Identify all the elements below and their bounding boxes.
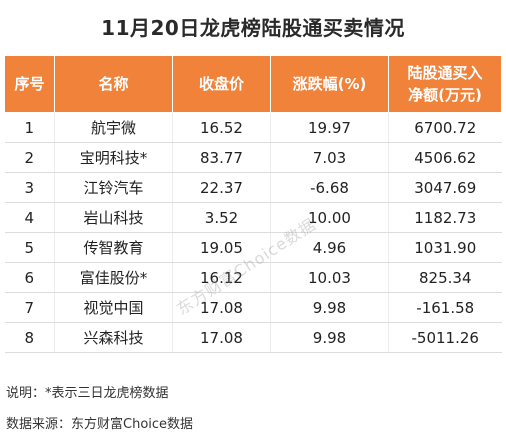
cell-close: 17.08 [172, 292, 271, 323]
table-row: 5 传智教育 19.05 4.96 1031.90 [4, 232, 502, 263]
cell-close: 22.37 [172, 172, 271, 203]
cell-close: 83.77 [172, 142, 271, 173]
cell-change: 4.96 [270, 232, 389, 263]
cell-change: 7.03 [270, 142, 389, 173]
cell-net: 825.34 [388, 262, 502, 293]
cell-name: 视觉中国 [54, 292, 173, 323]
cell-change: 9.98 [270, 322, 389, 353]
cell-idx: 5 [4, 232, 55, 263]
cell-close: 16.12 [172, 262, 271, 293]
header-close: 收盘价 [172, 55, 271, 113]
table-row: 2 宝明科技* 83.77 7.03 4506.62 [4, 142, 502, 173]
cell-change: 10.00 [270, 202, 389, 233]
cell-net: -161.58 [388, 292, 502, 323]
cell-idx: 2 [4, 142, 55, 173]
source-note: 数据来源：东方财富Choice数据 [6, 417, 194, 432]
header-name: 名称 [54, 55, 173, 113]
table-row: 3 江铃汽车 22.37 -6.68 3047.69 [4, 172, 502, 203]
header-net-buy: 陆股通买入 净额(万元) [388, 55, 502, 113]
cell-idx: 3 [4, 172, 55, 203]
cell-idx: 4 [4, 202, 55, 233]
cell-close: 19.05 [172, 232, 271, 263]
cell-name: 岩山科技 [54, 202, 173, 233]
cell-name: 富佳股份* [54, 262, 173, 293]
table-header-row: 序号 名称 收盘价 涨跌幅(%) 陆股通买入 净额(万元) [4, 55, 502, 113]
table-row: 7 视觉中国 17.08 9.98 -161.58 [4, 292, 502, 323]
cell-close: 17.08 [172, 322, 271, 353]
cell-name: 宝明科技* [54, 142, 173, 173]
table-row: 1 航宇微 16.52 19.97 6700.72 [4, 112, 502, 143]
cell-net: 6700.72 [388, 112, 502, 143]
cell-change: 10.03 [270, 262, 389, 293]
cell-name: 航宇微 [54, 112, 173, 143]
cell-change: 19.97 [270, 112, 389, 143]
page-title: 11月20日龙虎榜陆股通买卖情况 [101, 16, 405, 40]
cell-net: 3047.69 [388, 172, 502, 203]
header-net-line2: 净额(万元) [408, 86, 482, 104]
explanation-note: 说明：*表示三日龙虎榜数据 [6, 386, 169, 401]
cell-net: 4506.62 [388, 142, 502, 173]
header-change: 涨跌幅(%) [270, 55, 389, 113]
cell-close: 3.52 [172, 202, 271, 233]
cell-name: 传智教育 [54, 232, 173, 263]
cell-net: 1182.73 [388, 202, 502, 233]
table-row: 4 岩山科技 3.52 10.00 1182.73 [4, 202, 502, 233]
cell-name: 兴森科技 [54, 322, 173, 353]
cell-close: 16.52 [172, 112, 271, 143]
cell-idx: 8 [4, 322, 55, 353]
cell-name: 江铃汽车 [54, 172, 173, 203]
table-row: 8 兴森科技 17.08 9.98 -5011.26 [4, 322, 502, 353]
table-row: 6 富佳股份* 16.12 10.03 825.34 [4, 262, 502, 293]
cell-change: 9.98 [270, 292, 389, 323]
cell-net: 1031.90 [388, 232, 502, 263]
cell-change: -6.68 [270, 172, 389, 203]
header-net-line1: 陆股通买入 [407, 64, 483, 82]
cell-net: -5011.26 [388, 322, 502, 353]
cell-idx: 1 [4, 112, 55, 143]
cell-idx: 6 [4, 262, 55, 293]
cell-idx: 7 [4, 292, 55, 323]
header-idx: 序号 [4, 55, 55, 113]
dragon-tiger-table: 序号 名称 收盘价 涨跌幅(%) 陆股通买入 净额(万元) 1 航宇微 16.5… [4, 55, 502, 353]
